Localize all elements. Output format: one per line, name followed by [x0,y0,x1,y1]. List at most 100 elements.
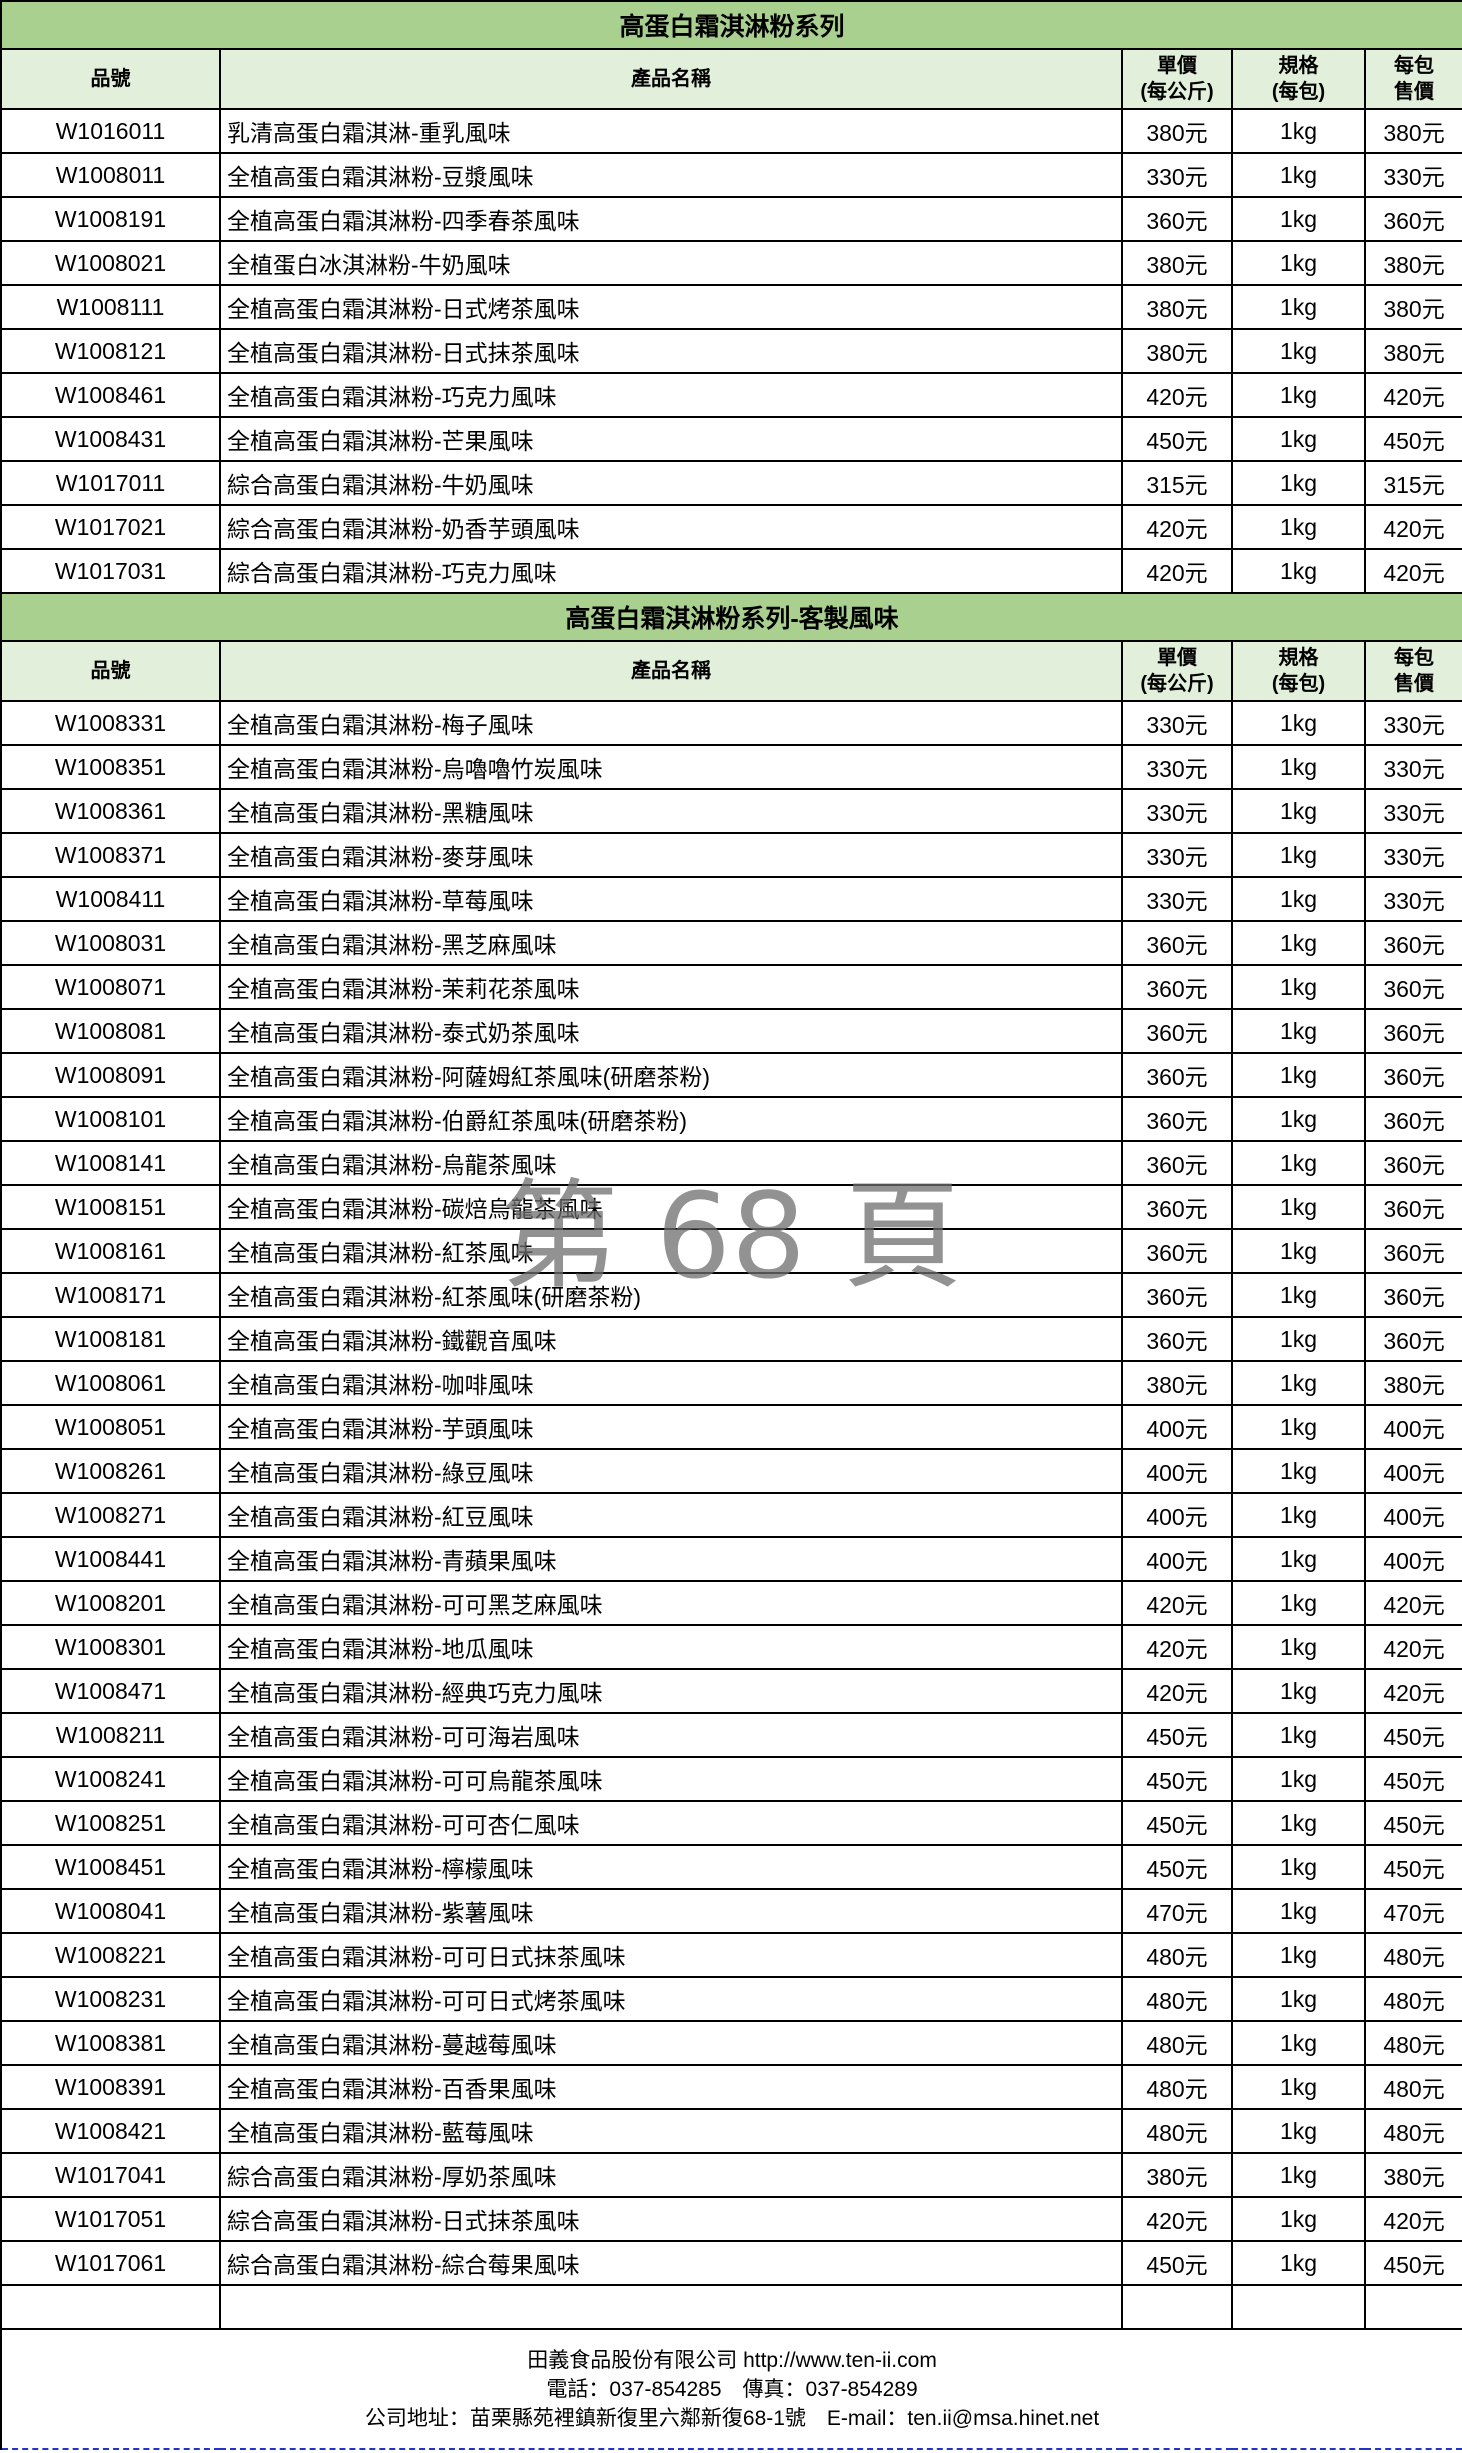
product-name: 全植高蛋白霜淇淋粉-綠豆風味 [219,1448,1123,1494]
spec: 1kg [1231,1096,1366,1142]
spec: 1kg [1231,284,1366,330]
pack-price: 400元 [1363,1404,1462,1450]
unit-price: 330元 [1121,832,1233,878]
pack-price: 360元 [1363,1228,1462,1274]
product-code: W1017041 [0,2152,221,2198]
pack-price: 450元 [1363,1844,1462,1890]
product-name: 全植高蛋白霜淇淋粉-可可烏龍茶風味 [219,1756,1123,1802]
table-row: W1008261 全植高蛋白霜淇淋粉-綠豆風味 400元 1kg 400元 [0,1448,1462,1494]
table-row: W1008441 全植高蛋白霜淇淋粉-青蘋果風味 400元 1kg 400元 [0,1536,1462,1582]
table-row: W1008101 全植高蛋白霜淇淋粉-伯爵紅茶風味(研磨茶粉) 360元 1kg 360… [0,1096,1462,1142]
spec: 1kg [1231,460,1366,506]
product-name: 全植高蛋白霜淇淋粉-藍莓風味 [219,2108,1123,2154]
section-title: 高蛋白霜淇淋粉系列-客製風味 [0,592,1462,642]
product-name: 綜合高蛋白霜淇淋粉-厚奶茶風味 [219,2152,1123,2198]
product-name: 全植高蛋白霜淇淋粉-可可杏仁風味 [219,1800,1123,1846]
header-spec-line1: 規格 [1278,55,1319,77]
unit-price: 420元 [1121,1668,1233,1714]
pack-price: 360元 [1363,1052,1462,1098]
header-name: 產品名稱 [219,640,1123,702]
pack-price: 360元 [1363,1316,1462,1362]
unit-price: 420元 [1121,1580,1233,1626]
unit-price: 450元 [1121,1844,1233,1890]
spec: 1kg [1231,504,1366,550]
product-code: W1017061 [0,2240,221,2286]
footer-line1: 田義食品股份有限公司 http://www.ten-ii.com [527,2348,937,2372]
pack-price: 470元 [1363,1888,1462,1934]
unit-price: 360元 [1121,1316,1233,1362]
spec: 1kg [1231,744,1366,790]
table-row: W1017051 綜合高蛋白霜淇淋粉-日式抹茶風味 420元 1kg 420元 [0,2196,1462,2242]
pack-price: 360元 [1363,1008,1462,1054]
pack-price: 480元 [1363,2020,1462,2066]
table-row: W1017031 綜合高蛋白霜淇淋粉-巧克力風味 420元 1kg 420元 [0,548,1462,594]
product-code: W1008411 [0,876,221,922]
footer-line2: 電話：037-854285 傳真：037-854289 [546,2377,918,2401]
spec: 1kg [1231,2020,1366,2066]
section-title-row: 高蛋白霜淇淋粉系列-客製風味 [0,592,1462,642]
section-title-row: 高蛋白霜淇淋粉系列 [0,0,1462,50]
product-name: 全植高蛋白霜淇淋粉-伯爵紅茶風味(研磨茶粉) [219,1096,1123,1142]
unit-price: 380元 [1121,108,1233,154]
product-code: W1016011 [0,108,221,154]
spec: 1kg [1231,1888,1366,1934]
table-row: W1008371 全植高蛋白霜淇淋粉-麥芽風味 330元 1kg 330元 [0,832,1462,878]
table-row: W1017061 綜合高蛋白霜淇淋粉-綜合莓果風味 450元 1kg 450元 [0,2240,1462,2286]
product-name: 綜合高蛋白霜淇淋粉-牛奶風味 [219,460,1123,506]
table-row: W1008301 全植高蛋白霜淇淋粉-地瓜風味 420元 1kg 420元 [0,1624,1462,1670]
product-code: W1008091 [0,1052,221,1098]
spec: 1kg [1231,2152,1366,2198]
spec: 1kg [1231,372,1366,418]
unit-price: 470元 [1121,1888,1233,1934]
spec: 1kg [1231,2196,1366,2242]
table-row: W1008411 全植高蛋白霜淇淋粉-草莓風味 330元 1kg 330元 [0,876,1462,922]
product-code: W1008051 [0,1404,221,1450]
spec: 1kg [1231,1404,1366,1450]
unit-price: 380元 [1121,284,1233,330]
product-name: 全植高蛋白霜淇淋粉-百香果風味 [219,2064,1123,2110]
spec: 1kg [1231,788,1366,834]
product-code: W1008421 [0,2108,221,2154]
product-name: 全植高蛋白霜淇淋粉-巧克力風味 [219,372,1123,418]
product-name: 綜合高蛋白霜淇淋粉-綜合莓果風味 [219,2240,1123,2286]
pack-price: 420元 [1363,2196,1462,2242]
pack-price: 315元 [1363,460,1462,506]
table-row: W1008031 全植高蛋白霜淇淋粉-黑芝麻風味 360元 1kg 360元 [0,920,1462,966]
product-code: W1008201 [0,1580,221,1626]
product-code: W1008101 [0,1096,221,1142]
product-code: W1008021 [0,240,221,286]
unit-price: 330元 [1121,152,1233,198]
spec: 1kg [1231,416,1366,462]
unit-price: 450元 [1121,1756,1233,1802]
product-name: 全植高蛋白霜淇淋粉-紫薯風味 [219,1888,1123,1934]
blank-row [0,2284,1462,2330]
product-code: W1008431 [0,416,221,462]
product-code: W1008471 [0,1668,221,1714]
pack-price: 450元 [1363,416,1462,462]
table-row: W1008121 全植高蛋白霜淇淋粉-日式抹茶風味 380元 1kg 380元 [0,328,1462,374]
pack-price: 450元 [1363,1756,1462,1802]
table-row: W1008171 全植高蛋白霜淇淋粉-紅茶風味(研磨茶粉) 360元 1kg 360元 [0,1272,1462,1318]
table-row: W1008331 全植高蛋白霜淇淋粉-梅子風味 330元 1kg 330元 [0,700,1462,746]
product-name: 全植高蛋白霜淇淋粉-日式烤茶風味 [219,284,1123,330]
table-row: W1017041 綜合高蛋白霜淇淋粉-厚奶茶風味 380元 1kg 380元 [0,2152,1462,2198]
pack-price: 330元 [1363,152,1462,198]
product-name: 全植高蛋白霜淇淋粉-可可海岩風味 [219,1712,1123,1758]
product-name: 全植高蛋白霜淇淋粉-烏龍茶風味 [219,1140,1123,1186]
company-info: 田義食品股份有限公司 http://www.ten-ii.com 電話：037-8… [0,2328,1462,2450]
table-row: W1008421 全植高蛋白霜淇淋粉-藍莓風味 480元 1kg 480元 [0,2108,1462,2154]
product-name: 全植高蛋白霜淇淋粉-芒果風味 [219,416,1123,462]
table-row: W1008271 全植高蛋白霜淇淋粉-紅豆風味 400元 1kg 400元 [0,1492,1462,1538]
product-code: W1008271 [0,1492,221,1538]
product-code: W1008301 [0,1624,221,1670]
product-name: 全植高蛋白霜淇淋粉-檸檬風味 [219,1844,1123,1890]
product-code: W1008361 [0,788,221,834]
table-row: W1017021 綜合高蛋白霜淇淋粉-奶香芋頭風味 420元 1kg 420元 [0,504,1462,550]
spec: 1kg [1231,1492,1366,1538]
product-code: W1008231 [0,1976,221,2022]
spec: 1kg [1231,108,1366,154]
header-code: 品號 [0,48,221,110]
product-name: 全植高蛋白霜淇淋粉-茉莉花茶風味 [219,964,1123,1010]
unit-price: 420元 [1121,548,1233,594]
product-name: 全植高蛋白霜淇淋粉-四季春茶風味 [219,196,1123,242]
